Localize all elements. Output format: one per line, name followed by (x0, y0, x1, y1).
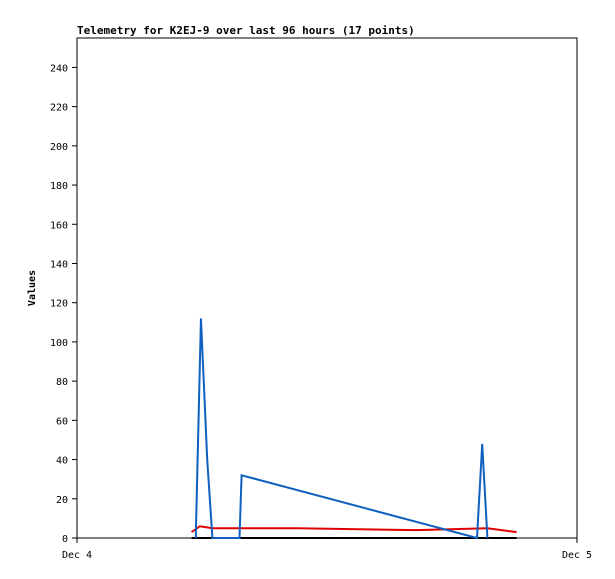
y-tick-label: 120 (50, 299, 68, 310)
y-tick-label: 60 (56, 416, 68, 427)
y-tick-label: 200 (50, 142, 68, 153)
y-tick-label: 0 (62, 534, 68, 545)
y-tick-label: 20 (56, 495, 68, 506)
x-tick-label: Dec 4 (62, 550, 92, 561)
y-tick-label: 180 (50, 181, 68, 192)
y-tick-label: 40 (56, 456, 68, 467)
y-tick-label: 100 (50, 338, 68, 349)
y-tick-label: 160 (50, 220, 68, 231)
x-tick-label: Dec 5 (562, 550, 592, 561)
plot-frame (76, 37, 578, 539)
y-tick-label: 140 (50, 259, 68, 270)
y-axis-label: Values (27, 270, 38, 306)
chart-title: Telemetry for K2EJ-9 over last 96 hours … (77, 24, 415, 37)
y-tick-label: 80 (56, 377, 68, 388)
series-line (194, 318, 489, 540)
y-tick-label: 240 (50, 63, 68, 74)
y-tick-label: 220 (50, 103, 68, 114)
